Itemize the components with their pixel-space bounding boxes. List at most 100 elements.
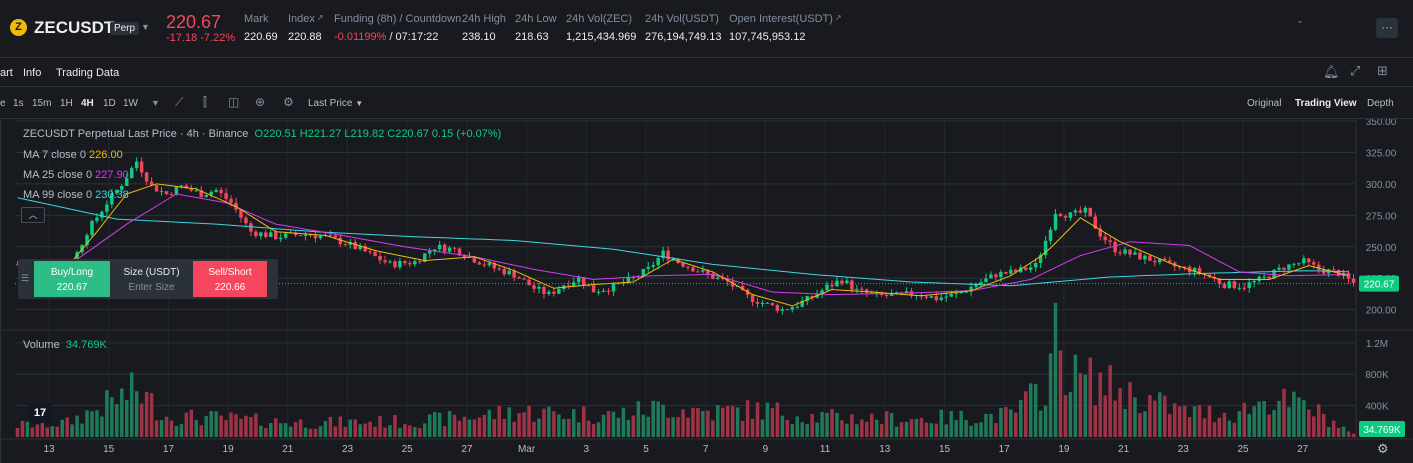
external-link-icon[interactable]: ↗: [834, 13, 842, 22]
symbol-dropdown-chevron-icon[interactable]: ▼: [141, 22, 150, 32]
volume-bar: [621, 407, 626, 437]
volume-bar: [442, 426, 447, 437]
candle-body: [1227, 281, 1232, 289]
camera-icon[interactable]: ◫: [228, 95, 240, 109]
volume-bar: [1068, 391, 1073, 437]
add-indicator-icon[interactable]: ⊕: [255, 95, 266, 109]
view-trading-view[interactable]: Trading View: [1295, 98, 1357, 109]
indicators-chart-icon[interactable]: ⟋: [175, 95, 184, 109]
volume-bar: [497, 405, 501, 437]
candle-body: [278, 237, 283, 240]
volume-bar: [870, 413, 874, 437]
volume-bar: [308, 428, 313, 437]
candle-body: [770, 302, 775, 306]
volume-bar: [1282, 388, 1286, 437]
volume-bar: [681, 409, 685, 437]
tab-chart[interactable]: art: [0, 67, 13, 79]
drag-handle-icon[interactable]: ☰: [21, 273, 30, 283]
volume-bar: [1227, 420, 1232, 437]
volume-bar: [60, 419, 64, 437]
timeframe-time[interactable]: e: [0, 98, 6, 109]
stat-mark: Mark 220.69: [244, 13, 278, 43]
buy-long-button[interactable]: Buy/Long 220.67: [34, 261, 110, 297]
candle-body: [889, 294, 894, 296]
volume-bar: [179, 424, 184, 437]
candle-body: [110, 193, 114, 205]
volume-bar: [477, 417, 482, 437]
candle-body: [179, 185, 184, 187]
candle-body: [1168, 260, 1172, 263]
candle-type-icon[interactable]: ⫿: [203, 95, 207, 109]
volume-bar: [626, 419, 631, 437]
candle-body: [586, 285, 591, 287]
volume-bar: [646, 416, 650, 437]
tab-trading-data[interactable]: Trading Data: [56, 67, 120, 79]
candle-body: [701, 269, 705, 272]
x-tick-label: 23: [1178, 444, 1190, 455]
size-input[interactable]: Size (USDT) Enter Size: [110, 261, 193, 297]
fullscreen-icon[interactable]: ⤢: [1350, 63, 1361, 78]
volume-bar: [1093, 405, 1097, 437]
chart-toolbar: e 1s 15m 1H 4H 1D 1W ▼ ⟋ ⫿ ◫ ⊕ ⚙ Last Pr…: [0, 88, 1413, 119]
timeframe-1s[interactable]: 1s: [13, 98, 24, 109]
volume-bar: [25, 421, 30, 437]
timeframe-1w[interactable]: 1W: [123, 98, 138, 109]
candle-body: [527, 279, 531, 286]
candle-body: [576, 277, 581, 283]
expand-stats-chevron-icon[interactable]: ⌄: [1296, 15, 1304, 25]
candle-body: [557, 289, 561, 294]
volume-bar: [979, 422, 983, 437]
volume-bar: [259, 425, 263, 437]
volume-bar: [134, 391, 139, 437]
volume-bar: [1346, 431, 1351, 437]
timeframe-1d[interactable]: 1D: [103, 98, 116, 109]
stat-24h-vol-usdt: 24h Vol(USDT) 276,194,749.13: [645, 13, 721, 43]
buy-long-label: Buy/Long: [50, 267, 94, 278]
volume-label: Volume: [23, 339, 60, 351]
tab-info[interactable]: Info: [23, 67, 42, 79]
candle-body: [90, 221, 94, 236]
volume-bar: [969, 425, 973, 437]
layout-grid-icon[interactable]: ⊞: [1377, 63, 1388, 78]
candle-body: [661, 250, 665, 259]
settings-gear-icon[interactable]: ⚙: [283, 95, 294, 109]
candle-body: [199, 190, 203, 198]
timeframe-4h[interactable]: 4H: [81, 98, 94, 109]
timeframe-1h[interactable]: 1H: [60, 98, 73, 109]
candle-body: [432, 249, 437, 252]
volume-bar: [219, 415, 223, 437]
chart-settings-icon[interactable]: ⚙: [1377, 441, 1389, 456]
bell-icon[interactable]: 🔔︎: [1323, 64, 1340, 79]
volume-bar: [353, 419, 357, 437]
volume-bar: [730, 406, 735, 437]
volume-bar: [601, 414, 606, 437]
candle-body: [537, 286, 541, 289]
candle-body: [1292, 263, 1296, 265]
timeframe-15m[interactable]: 15m: [32, 98, 52, 109]
volume-bar: [810, 413, 814, 437]
candle-body: [517, 277, 521, 279]
volume-bar: [1272, 410, 1276, 437]
volume-bar: [298, 419, 303, 437]
chart-area[interactable]: 13 15 17 19 21 23 25 27 Mar 3 5 7 9 11 13 15 17 19 21 23 25 2…: [0, 119, 1413, 463]
symbol-name[interactable]: ZECUSDT: [34, 18, 115, 37]
size-placeholder: Enter Size: [128, 282, 175, 293]
external-link-icon[interactable]: ↗: [316, 13, 324, 22]
volume-bar: [840, 420, 844, 437]
volume-bar: [924, 422, 929, 437]
volume-bar: [855, 424, 859, 437]
price-type-select[interactable]: Last Price ▼: [308, 98, 363, 109]
collapse-legend-chevron-icon[interactable]: ︿: [21, 207, 45, 223]
volume-bar: [368, 421, 372, 437]
candle-body: [696, 271, 700, 273]
volume-bar: [1192, 406, 1197, 437]
volume-bar: [20, 420, 25, 437]
more-options-button[interactable]: ···: [1376, 18, 1398, 38]
candle-body: [403, 260, 407, 264]
sell-short-button[interactable]: Sell/Short 220.66: [193, 261, 267, 297]
view-depth[interactable]: Depth: [1367, 98, 1394, 109]
candle-body: [482, 264, 487, 266]
volume-bar: [1168, 414, 1172, 437]
view-original[interactable]: Original: [1247, 98, 1282, 109]
timeframe-dropdown-chevron-icon[interactable]: ▼: [151, 98, 160, 108]
